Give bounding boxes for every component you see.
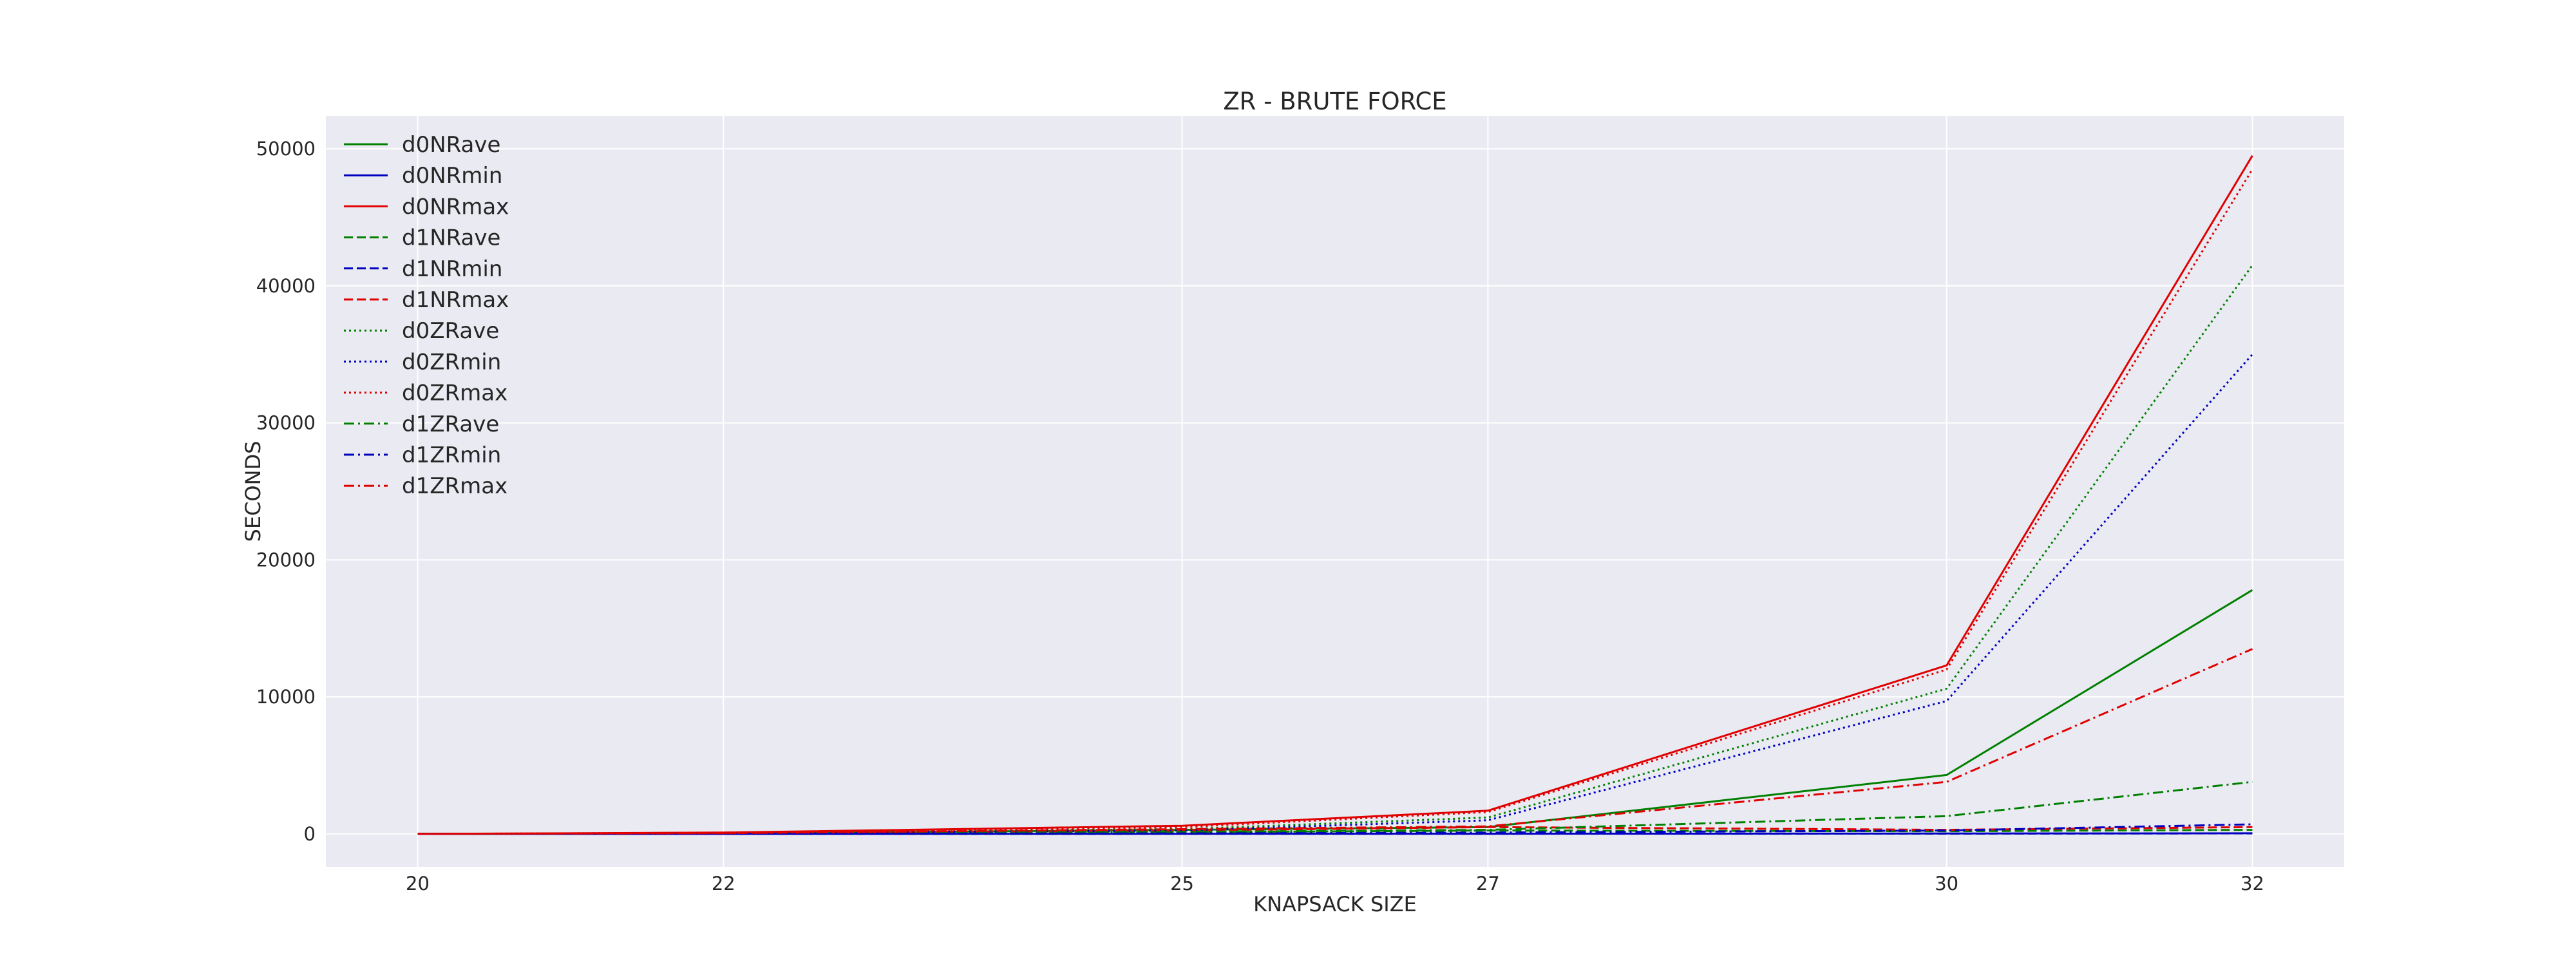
legend-label-d0NRave: d0NRave <box>402 132 500 158</box>
x-tick-label: 20 <box>406 873 430 895</box>
x-tick-label: 30 <box>1935 873 1958 895</box>
y-axis-label: SECONDS <box>241 441 265 542</box>
plot-background <box>326 116 2344 867</box>
legend-label-d1NRmax: d1NRmax <box>402 287 509 313</box>
series-line-d1NRave <box>417 829 2253 835</box>
x-tick-label: 22 <box>712 873 735 895</box>
legend-label-d1NRmin: d1NRmin <box>402 256 502 282</box>
y-axis-ticks: 0 10000 20000 30000 40000 50000 <box>256 138 316 845</box>
legend-label-d0ZRmax: d0ZRmax <box>402 381 507 406</box>
x-tick-label: 32 <box>2240 873 2264 895</box>
legend-label-d1ZRmin: d1ZRmin <box>402 442 501 468</box>
y-tick-label: 30000 <box>256 412 316 434</box>
series-line-d1ZRmax <box>417 648 2253 835</box>
legend: d0NRave d0NRmin d0NRmax d1NRave d1NRmin d1NRm… <box>344 132 509 499</box>
y-tick-label: 0 <box>304 823 316 845</box>
legend-label-d1ZRave: d1ZRave <box>402 412 499 437</box>
series-line-d0ZRave <box>417 265 2253 835</box>
series-line-d0ZRmax <box>417 169 2253 835</box>
y-tick-label: 40000 <box>256 275 316 297</box>
series-line-d1NRmin <box>417 832 2253 835</box>
legend-label-d1ZRmax: d1ZRmax <box>402 473 507 499</box>
legend-label-d1NRave: d1NRave <box>402 225 500 251</box>
y-tick-label: 10000 <box>256 686 316 708</box>
legend-label-d0NRmax: d0NRmax <box>402 194 509 220</box>
x-axis-ticks: 20 22 25 27 30 32 <box>406 873 2264 895</box>
y-tick-label: 20000 <box>256 549 316 571</box>
series-lines <box>417 155 2253 835</box>
chart-title: ZR - BRUTE FORCE <box>1223 88 1446 115</box>
legend-label-d0NRmin: d0NRmin <box>402 163 502 189</box>
x-axis-label: KNAPSACK SIZE <box>1253 892 1417 916</box>
x-tick-label: 27 <box>1476 873 1500 895</box>
legend-label-d0ZRmin: d0ZRmin <box>402 349 501 375</box>
x-tick-label: 25 <box>1170 873 1194 895</box>
legend-label-d0ZRave: d0ZRave <box>402 318 499 344</box>
series-line-d0ZRmin <box>417 354 2253 835</box>
y-tick-label: 50000 <box>256 138 316 160</box>
